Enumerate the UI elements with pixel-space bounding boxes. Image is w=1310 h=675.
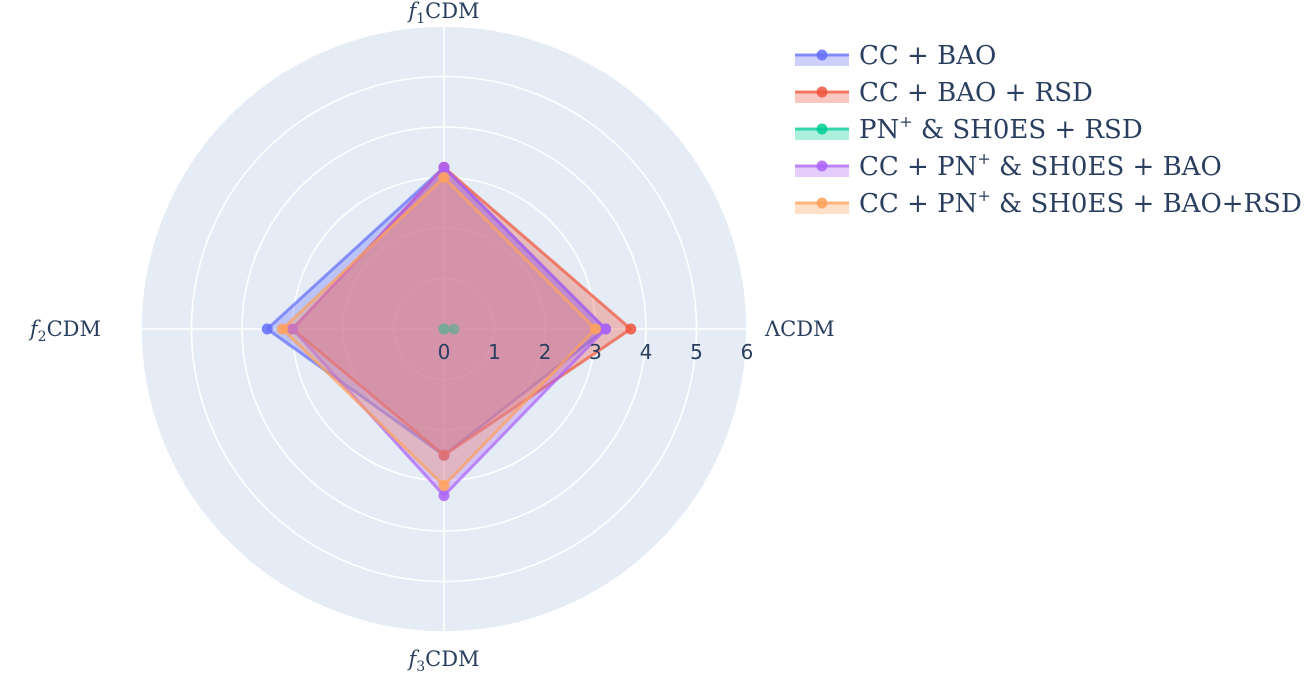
legend-marker [816, 49, 828, 61]
axis-label: f3CDM [406, 647, 479, 675]
legend-label: CC + BAO [859, 41, 996, 71]
series-point[interactable] [276, 323, 288, 335]
series-point[interactable] [287, 323, 298, 335]
legend-label: CC + PN+ & SH0ES + BAO [859, 149, 1222, 182]
legend-item[interactable]: CC + BAO + RSD [795, 78, 1093, 108]
radial-tick-labels: 0 1 2 3 4 5 6 [438, 340, 754, 364]
legend-label: PN+ & SH0ES + RSD [859, 112, 1143, 145]
legend-marker [816, 123, 828, 135]
radial-tick-label: 5 [690, 340, 703, 364]
series-point[interactable] [600, 323, 612, 335]
legend-marker [816, 160, 828, 172]
angular-axis-labels: ΛCDM f1CDM f2CDM f3CDM [28, 0, 835, 675]
legend-marker [816, 86, 828, 98]
series-trace[interactable] [276, 172, 601, 492]
legend[interactable]: CC + BAO CC + BAO + RSD PN+ & SH0ES + RSD C… [795, 41, 1302, 219]
series-point[interactable] [438, 449, 450, 461]
legend-label: CC + PN+ & SH0ES + BAO+RSD [859, 186, 1302, 219]
series-point[interactable] [438, 480, 450, 492]
legend-item[interactable]: CC + PN+ & SH0ES + BAO+RSD [795, 186, 1302, 219]
series-point[interactable] [590, 323, 601, 335]
series-point[interactable] [448, 323, 460, 335]
radial-tick-label: 1 [488, 340, 501, 364]
series-point[interactable] [438, 490, 450, 502]
series-point[interactable] [438, 161, 450, 173]
series-layer [261, 161, 637, 502]
radial-tick-label: 6 [741, 340, 754, 364]
radial-tick-label: 3 [589, 340, 602, 364]
axis-label: ΛCDM [764, 317, 835, 341]
series-point[interactable] [625, 323, 637, 335]
radial-tick-label: 2 [539, 340, 552, 364]
series-point[interactable] [438, 323, 450, 335]
axis-label: f2CDM [28, 317, 101, 345]
legend-marker [816, 197, 828, 209]
axis-label: f1CDM [406, 0, 479, 27]
radial-tick-label: 0 [438, 340, 451, 364]
legend-item[interactable]: CC + BAO [795, 41, 996, 71]
radial-tick-label: 4 [640, 340, 653, 364]
series-point[interactable] [438, 172, 450, 183]
series-trace[interactable] [438, 323, 460, 335]
series-point[interactable] [261, 323, 273, 335]
legend-item[interactable]: PN+ & SH0ES + RSD [795, 112, 1143, 145]
legend-label: CC + BAO + RSD [859, 78, 1093, 108]
legend-item[interactable]: CC + PN+ & SH0ES + BAO [795, 149, 1222, 182]
